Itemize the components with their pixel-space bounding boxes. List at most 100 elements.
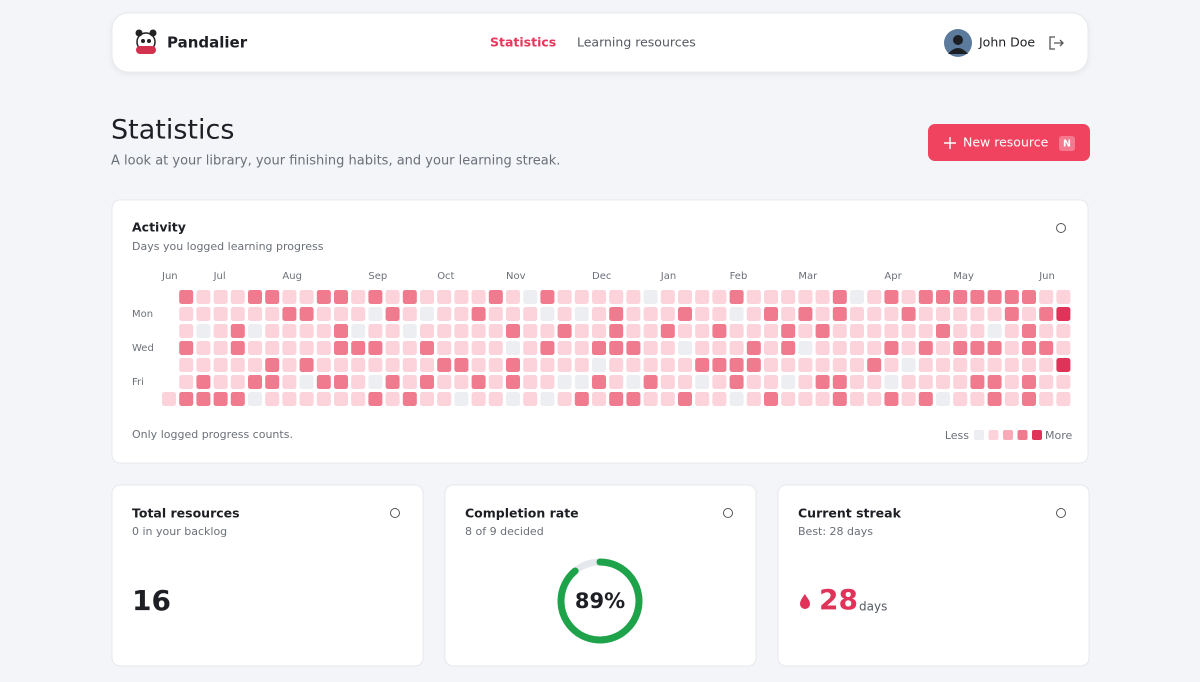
activity-cell <box>179 341 194 355</box>
activity-cell <box>1022 341 1036 355</box>
activity-cell <box>884 290 899 304</box>
activity-cell <box>334 341 348 355</box>
activity-cell <box>729 341 744 355</box>
activity-cell <box>454 375 469 389</box>
activity-cell <box>626 392 641 406</box>
activity-cell <box>402 392 417 406</box>
streak-card <box>777 484 1090 667</box>
page-title: Statistics <box>111 115 234 146</box>
activity-cell <box>901 392 916 406</box>
nav-link[interactable]: Learning resources <box>577 35 696 50</box>
activity-cell <box>626 307 641 321</box>
activity-cell <box>265 392 280 406</box>
activity-cell <box>213 392 228 406</box>
activity-cell <box>282 375 297 389</box>
streak-value: 28 <box>819 583 858 616</box>
activity-cell <box>626 341 641 355</box>
activity-cell <box>385 341 400 355</box>
activity-cell <box>1039 375 1054 389</box>
activity-cell <box>850 290 864 304</box>
activity-cell <box>850 375 864 389</box>
activity-cell <box>213 324 228 338</box>
activity-cell <box>420 307 434 321</box>
activity-cell <box>574 290 589 304</box>
activity-cell <box>213 358 228 372</box>
activity-cell <box>712 290 727 304</box>
month-label: May <box>953 271 974 282</box>
activity-cell <box>248 392 262 406</box>
activity-cell <box>1004 324 1019 338</box>
activity-cell <box>660 375 675 389</box>
activity-cell <box>815 341 830 355</box>
legend-swatch <box>974 430 984 440</box>
activity-cell <box>884 324 899 338</box>
activity-cell <box>368 307 383 321</box>
activity-cell <box>1056 375 1071 389</box>
avatar[interactable] <box>944 29 972 57</box>
activity-cell <box>1022 307 1036 321</box>
activity-cell <box>592 341 606 355</box>
logout-icon[interactable] <box>1049 36 1064 50</box>
activity-cell <box>213 307 228 321</box>
activity-cell <box>230 392 245 406</box>
activity-cell <box>884 307 899 321</box>
activity-cell <box>437 375 452 389</box>
activity-cell <box>196 341 211 355</box>
activity-cell <box>712 341 727 355</box>
month-label: Jun <box>161 271 178 282</box>
help-icon[interactable] <box>390 508 400 518</box>
nav-link[interactable]: Statistics <box>490 35 556 50</box>
activity-cell <box>540 341 555 355</box>
activity-cell <box>832 358 847 372</box>
activity-cell <box>729 290 744 304</box>
month-label: Sep <box>368 271 387 282</box>
activity-cell <box>402 307 417 321</box>
activity-cell <box>867 392 882 406</box>
activity-cell <box>454 341 469 355</box>
card-subtitle: Best: 28 days <box>798 525 873 538</box>
activity-cell <box>936 358 950 372</box>
activity-cell <box>815 290 830 304</box>
activity-cell <box>316 375 331 389</box>
activity-cell <box>1004 307 1019 321</box>
activity-cell <box>574 358 589 372</box>
activity-cell <box>437 307 452 321</box>
day-label: Fri <box>132 377 144 388</box>
activity-cell <box>248 290 262 304</box>
activity-cell <box>488 358 503 372</box>
new-resource-button[interactable]: New resource N <box>928 124 1090 161</box>
card-title: Completion rate <box>465 506 579 521</box>
activity-cell <box>574 341 589 355</box>
activity-cell <box>316 290 331 304</box>
month-label: Dec <box>592 271 611 282</box>
activity-cell <box>1004 290 1019 304</box>
activity-cell <box>729 358 744 372</box>
activity-cell <box>953 375 968 389</box>
help-icon[interactable] <box>1056 508 1066 518</box>
activity-cell <box>385 324 400 338</box>
activity-cell <box>368 324 383 338</box>
user-name: John Doe <box>978 35 1035 50</box>
activity-cell <box>1039 324 1054 338</box>
activity-cell <box>557 290 572 304</box>
activity-cell <box>1039 341 1054 355</box>
activity-cell <box>230 290 245 304</box>
activity-cell <box>781 392 796 406</box>
activity-cell <box>402 375 417 389</box>
completion-ring <box>557 558 643 644</box>
month-label: Mar <box>798 271 818 282</box>
activity-cell <box>764 375 778 389</box>
month-label: Aug <box>282 271 302 282</box>
activity-cell <box>798 290 813 304</box>
activity-cell <box>437 290 452 304</box>
activity-cell <box>609 290 624 304</box>
help-icon[interactable] <box>723 508 733 518</box>
activity-cell <box>523 375 538 389</box>
activity-cell <box>970 324 985 338</box>
brand: Pandalier <box>167 34 248 52</box>
activity-cell <box>540 358 555 372</box>
help-icon[interactable] <box>1056 223 1066 233</box>
activity-cell <box>712 324 727 338</box>
activity-cell <box>334 392 348 406</box>
activity-cell <box>316 392 331 406</box>
